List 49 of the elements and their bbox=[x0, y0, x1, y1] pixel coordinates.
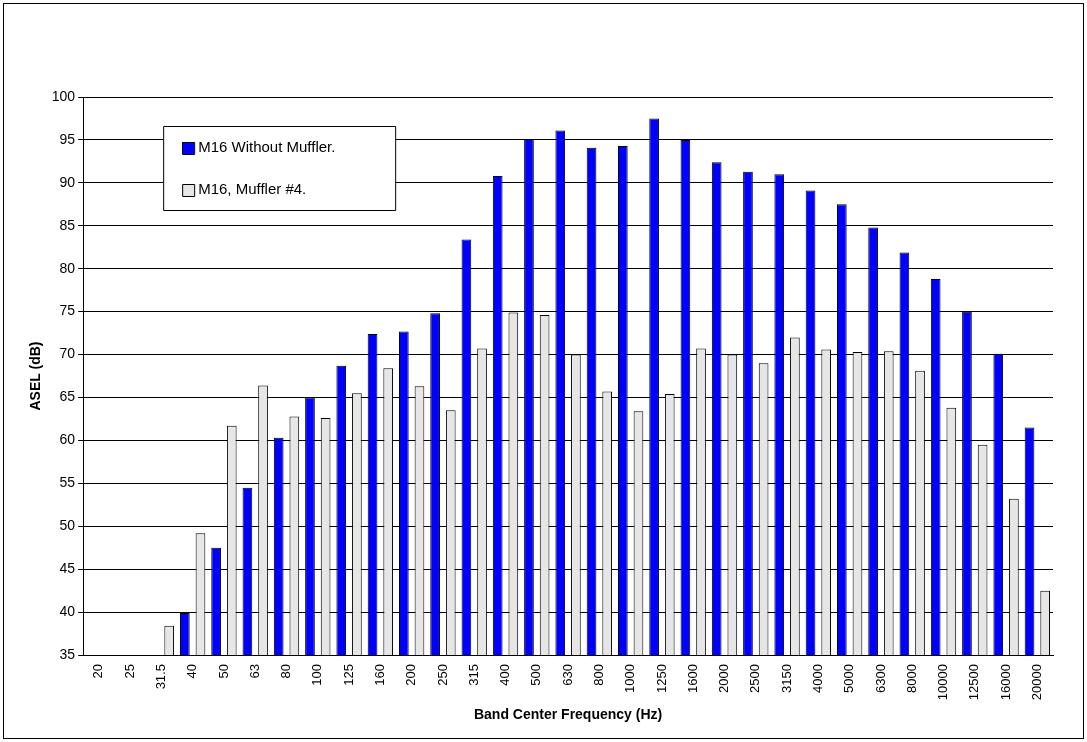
y-tick-label: 85 bbox=[59, 216, 76, 233]
y-tick-label: 65 bbox=[59, 388, 76, 405]
x-tick-label: 31.5 bbox=[152, 664, 168, 690]
y-tick-label: 35 bbox=[59, 645, 76, 662]
y-tick-label: 50 bbox=[59, 517, 76, 534]
x-tick-label: 125 bbox=[340, 664, 356, 686]
y-tick-label: 75 bbox=[59, 302, 76, 319]
x-tick-label: 6300 bbox=[872, 664, 888, 693]
y-axis-title: ASEL (dB) bbox=[27, 341, 44, 411]
x-tick-label: 5000 bbox=[841, 664, 857, 693]
x-tick-label: 1250 bbox=[653, 664, 669, 693]
x-tick-label: 1000 bbox=[622, 664, 638, 693]
x-tick-label: 40 bbox=[184, 664, 200, 679]
x-tick-label: 800 bbox=[590, 664, 606, 686]
x-tick-label: 4000 bbox=[809, 664, 825, 693]
y-tick-label: 100 bbox=[51, 87, 76, 104]
x-tick-label: 50 bbox=[215, 664, 231, 679]
x-tick-label: 63 bbox=[246, 664, 262, 679]
legend-label: M16 Without Muffler. bbox=[198, 138, 336, 156]
x-tick-label: 10000 bbox=[935, 664, 951, 701]
x-tick-label: 400 bbox=[497, 664, 513, 686]
x-tick-label: 20 bbox=[90, 664, 106, 679]
x-tick-label: 3150 bbox=[778, 664, 794, 693]
x-tick-label: 100 bbox=[309, 664, 325, 686]
y-tick-label: 40 bbox=[59, 602, 76, 619]
x-tick-label: 80 bbox=[278, 664, 294, 679]
x-tick-label: 500 bbox=[528, 664, 544, 686]
x-tick-label: 8000 bbox=[903, 664, 919, 693]
x-tick-label: 1600 bbox=[684, 664, 700, 693]
y-tick-label: 95 bbox=[59, 130, 76, 147]
legend-label: M16, Muffler #4. bbox=[198, 180, 307, 198]
x-tick-label: 12500 bbox=[966, 664, 982, 701]
x-tick-label: 2000 bbox=[716, 664, 732, 693]
x-tick-label: 25 bbox=[121, 664, 137, 679]
x-tick-label: 630 bbox=[559, 664, 575, 686]
x-tick-label: 16000 bbox=[997, 664, 1013, 701]
x-tick-label: 200 bbox=[403, 664, 419, 686]
x-tick-label: 20000 bbox=[1028, 664, 1044, 701]
x-tick-label: 160 bbox=[371, 664, 387, 686]
x-axis-title: Band Center Frequency (Hz) bbox=[473, 706, 663, 723]
y-tick-label: 55 bbox=[59, 474, 76, 491]
y-tick-label: 60 bbox=[59, 431, 76, 448]
x-tick-label: 2500 bbox=[747, 664, 763, 693]
x-tick-label: 315 bbox=[465, 664, 481, 686]
x-tick-label: 250 bbox=[434, 664, 450, 686]
y-tick-label: 80 bbox=[59, 259, 76, 276]
y-tick-label: 90 bbox=[59, 173, 76, 190]
y-tick-label: 70 bbox=[59, 345, 76, 362]
y-tick-label: 45 bbox=[59, 560, 76, 577]
